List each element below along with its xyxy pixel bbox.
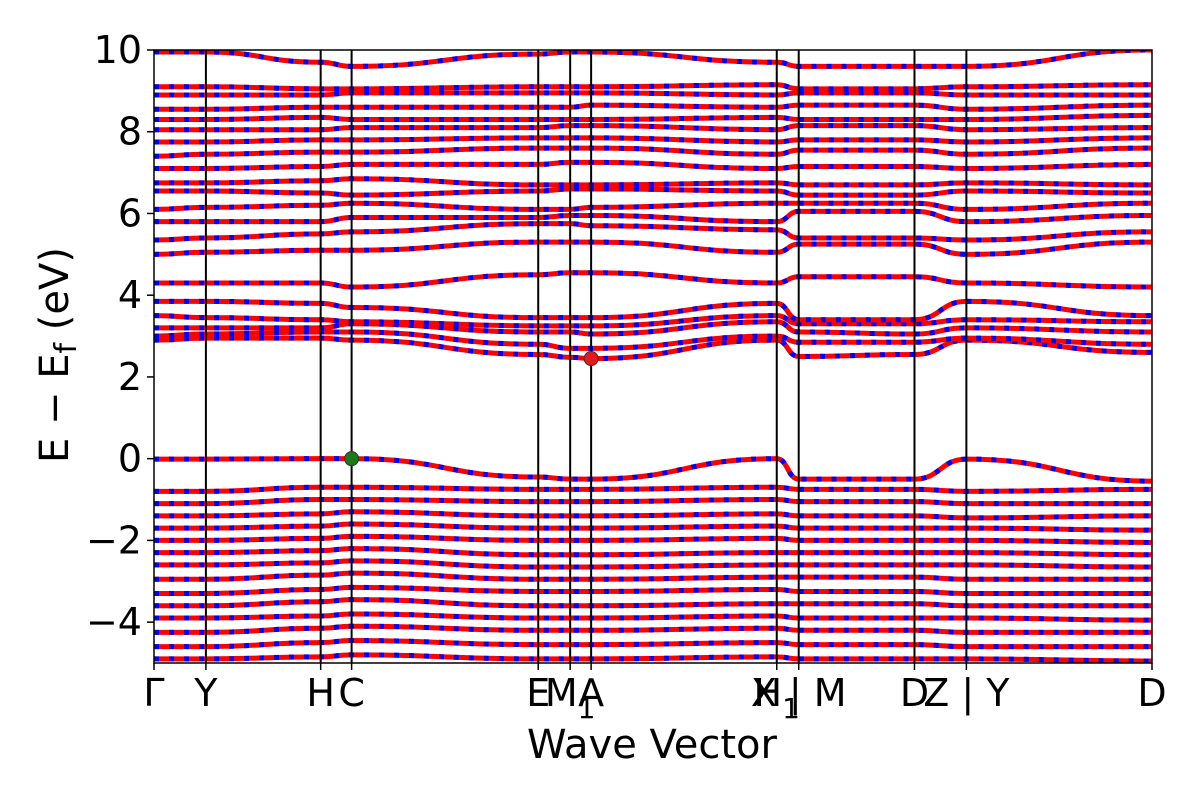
y-axis-title: E − Ef (eV) — [32, 247, 84, 463]
y-tick-label: 2 — [118, 355, 142, 399]
x-tick-label: H — [306, 671, 335, 715]
band-edge-markers — [344, 351, 599, 467]
plot-frame — [153, 49, 1153, 664]
x-tick-label: X | M — [751, 671, 847, 716]
y-tick-label: 0 — [118, 437, 142, 481]
y-tick-label: −2 — [86, 518, 142, 562]
valence-band-maximum-marker — [344, 451, 360, 467]
x-tick-label: Y — [193, 671, 218, 715]
conduction-band-minimum-marker — [583, 351, 599, 367]
kpoint-divider-lines — [204, 50, 968, 663]
x-tick-label: E — [526, 671, 550, 715]
y-tick-label: 6 — [118, 191, 142, 235]
y-tick-label: −4 — [86, 600, 142, 644]
x-axis-title: Wave Vector — [527, 722, 778, 768]
y-tick-label: 8 — [118, 110, 142, 154]
band-line — [154, 456, 1152, 484]
x-tick-label: D — [1137, 671, 1166, 715]
y-tick-label: 10 — [94, 28, 142, 72]
y-axis: −4 −2 0 2 4 6 8 10 — [86, 28, 154, 644]
band-lines — [154, 50, 1152, 663]
x-tick-label: D — [900, 671, 929, 715]
x-tick-label: C — [338, 671, 365, 715]
x-tick-label: A — [578, 671, 604, 715]
band-line-overlay — [154, 50, 1152, 69]
x-tick-label: Γ — [143, 671, 164, 715]
y-tick-label: 4 — [118, 273, 142, 317]
x-tick-label: Z | Y — [923, 671, 1010, 716]
